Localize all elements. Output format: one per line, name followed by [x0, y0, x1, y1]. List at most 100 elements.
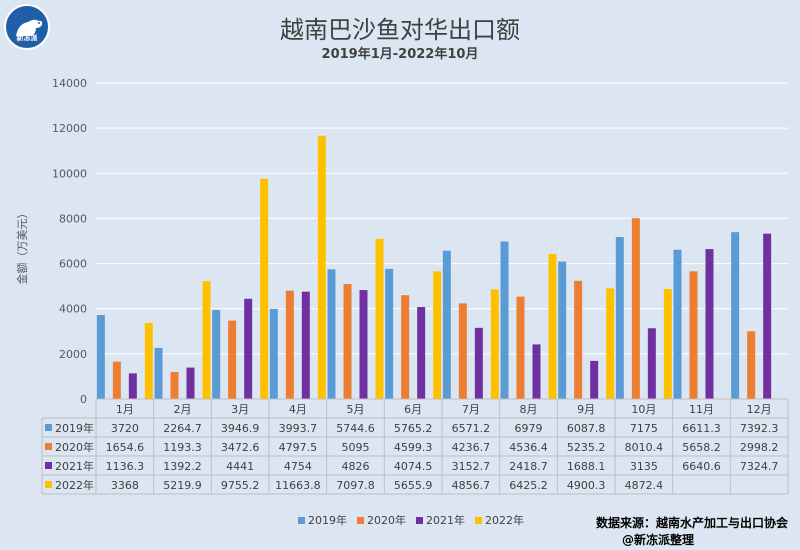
y-tick-label: 14000 — [52, 77, 87, 90]
bar — [558, 261, 567, 399]
y-tick-label: 2000 — [59, 348, 87, 361]
table-cell-value: 2264.7 — [163, 422, 202, 435]
bar — [401, 295, 410, 399]
table-cell-value: 4797.5 — [279, 441, 318, 454]
bar — [186, 367, 195, 399]
bar — [317, 135, 326, 399]
bar — [705, 249, 714, 399]
table-cell-value: 11663.8 — [275, 479, 321, 492]
logo-text: 新冻派 — [16, 34, 38, 42]
table-cell-value: 7324.7 — [740, 460, 779, 473]
bar — [590, 360, 599, 399]
y-tick-label: 0 — [80, 393, 87, 406]
legend-swatch — [357, 516, 364, 524]
bar — [343, 283, 352, 399]
bar — [474, 327, 483, 399]
table-cell-value: 5765.2 — [394, 422, 433, 435]
x-tick-label: 4月 — [289, 403, 307, 416]
bar — [433, 271, 442, 399]
table-cell-value: 3472.6 — [221, 441, 260, 454]
credit: @新冻派整理 — [622, 533, 695, 547]
table-cell-value: 4599.3 — [394, 441, 433, 454]
table-cell-value: 6425.2 — [509, 479, 548, 492]
legend-item: 2019年 — [298, 512, 347, 528]
bar — [269, 308, 278, 399]
table-cell-value: 4856.7 — [452, 479, 491, 492]
table-cell-value: 2998.2 — [740, 441, 779, 454]
x-tick-label: 10月 — [631, 403, 656, 416]
x-tick-label: 2月 — [174, 403, 192, 416]
bar — [516, 296, 525, 399]
bar — [244, 298, 253, 399]
table-cell-value: 3946.9 — [221, 422, 260, 435]
table-cell-value: 4236.7 — [452, 441, 491, 454]
bar — [574, 280, 583, 399]
table-series-name: 2021年 — [55, 459, 94, 473]
table-cell-value: 5219.9 — [163, 479, 202, 492]
bar — [763, 233, 772, 399]
table-cell-value: 2418.7 — [509, 460, 548, 473]
table-cell-value: 6979 — [515, 422, 543, 435]
bar — [260, 178, 269, 399]
table-series-name: 2019年 — [55, 421, 94, 435]
legend-item: 2020年 — [357, 512, 406, 528]
table-cell-value: 1136.3 — [106, 460, 145, 473]
table-series-name: 2020年 — [55, 440, 94, 454]
legend-item: 2022年 — [475, 512, 524, 528]
table-cell-value: 4074.5 — [394, 460, 433, 473]
y-tick-label: 6000 — [59, 258, 87, 271]
table-legend-key — [45, 424, 52, 431]
data-source: 数据来源：越南水产加工与出口协会 — [595, 516, 788, 530]
table-cell-value: 6611.3 — [682, 422, 721, 435]
bar — [202, 281, 211, 399]
bar — [96, 315, 105, 399]
x-tick-label: 11月 — [689, 403, 714, 416]
table-cell-value: 1193.3 — [163, 441, 202, 454]
table-cell-value: 7175 — [630, 422, 658, 435]
y-tick-label: 8000 — [59, 212, 87, 225]
legend-label: 2019年 — [308, 514, 347, 527]
x-tick-label: 8月 — [520, 403, 538, 416]
table-cell-value: 5744.6 — [336, 422, 375, 435]
table-cell-value: 3993.7 — [279, 422, 318, 435]
bar — [327, 269, 336, 399]
table-cell-value: 4872.4 — [625, 479, 664, 492]
table-cell-value: 6571.2 — [452, 422, 491, 435]
table-cell-value: 4826 — [342, 460, 370, 473]
table-cell-value: 4441 — [226, 460, 254, 473]
table-legend-key — [45, 481, 52, 488]
x-tick-label: 9月 — [577, 403, 595, 416]
bar — [532, 344, 541, 399]
bar — [689, 271, 698, 399]
logo: 新冻派 — [4, 4, 50, 50]
bar — [128, 373, 137, 399]
table-legend-key — [45, 462, 52, 469]
bar — [417, 307, 426, 399]
bar — [112, 361, 121, 399]
chart-title: 越南巴沙鱼对华出口额 — [280, 16, 520, 44]
table-cell-value: 1654.6 — [106, 441, 145, 454]
table-cell-value: 4536.4 — [509, 441, 548, 454]
bar — [301, 291, 310, 399]
table-cell-value: 3152.7 — [452, 460, 491, 473]
bar — [606, 288, 615, 399]
table-cell-value: 3720 — [111, 422, 139, 435]
table-cell-value: 4900.3 — [567, 479, 606, 492]
bar — [285, 290, 294, 399]
legend-swatch — [475, 516, 482, 524]
table-cell-value: 7097.8 — [336, 479, 375, 492]
table-series-name: 2022年 — [55, 478, 94, 492]
table-cell-value: 6087.8 — [567, 422, 606, 435]
y-tick-label: 4000 — [59, 303, 87, 316]
table-cell-value: 5235.2 — [567, 441, 606, 454]
legend-label: 2020年 — [367, 514, 406, 527]
x-tick-label: 1月 — [116, 403, 134, 416]
table-cell-value: 8010.4 — [625, 441, 664, 454]
bar — [375, 238, 384, 399]
bar — [359, 290, 368, 399]
table-cell-value: 9755.2 — [221, 479, 260, 492]
legend-swatch — [298, 516, 305, 524]
x-tick-label: 6月 — [404, 403, 422, 416]
bar — [631, 218, 640, 399]
